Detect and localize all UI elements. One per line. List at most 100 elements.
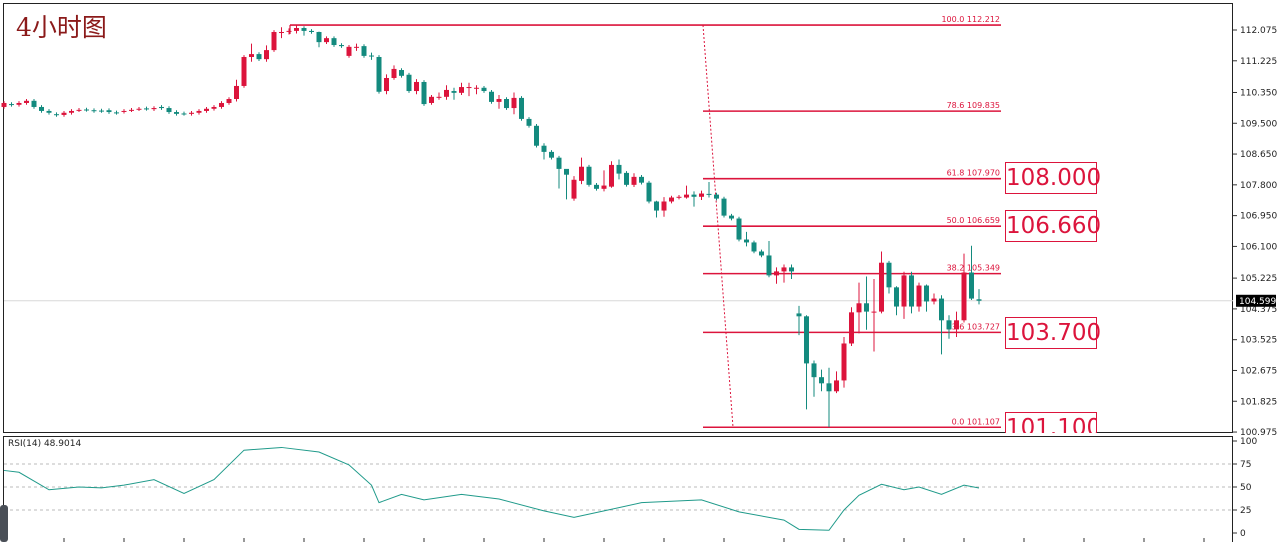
candle-body (219, 102, 224, 107)
candle-body (31, 100, 37, 107)
candle-body (76, 109, 82, 111)
rsi-y-tick-label: 75 (1240, 460, 1251, 470)
candle (324, 36, 329, 44)
candle (76, 108, 82, 113)
candle (594, 183, 599, 191)
candle-body (151, 108, 157, 110)
candle-body (961, 272, 967, 321)
fib-label-38.2: 38.2 105.349 (947, 264, 1000, 273)
candle-body (819, 377, 824, 384)
candle-body (301, 28, 307, 31)
candle (391, 65, 397, 80)
candle-body (639, 176, 644, 183)
candle-body (691, 194, 697, 197)
candle (399, 68, 404, 78)
candle-body (54, 114, 59, 116)
candle (744, 231, 749, 247)
candle (834, 371, 839, 394)
candle-body (534, 125, 539, 146)
candle (549, 150, 554, 160)
candle-body (646, 182, 652, 202)
candle (106, 108, 112, 114)
candle (939, 295, 944, 355)
candle (706, 181, 712, 198)
candle-body (856, 303, 862, 313)
candle-body (481, 87, 487, 92)
candle (811, 360, 817, 397)
candle-body (594, 184, 599, 189)
candle (211, 105, 217, 111)
rsi-label: RSI(14) 48.9014 (8, 439, 82, 449)
candle-body (586, 166, 592, 185)
y-tick-label: 108.650 (1240, 150, 1277, 160)
rsi-panel-frame (3, 436, 1233, 542)
candle-body (256, 54, 262, 60)
candle-body (654, 201, 659, 211)
candle-body (99, 110, 104, 112)
candle-body (384, 77, 389, 92)
candle (676, 194, 682, 200)
candle (174, 110, 179, 116)
candle (294, 25, 299, 34)
candle-body (714, 194, 719, 199)
candle (204, 106, 209, 113)
y-tick-label: 104.375 (1240, 305, 1277, 315)
candle-body (954, 320, 959, 330)
y-tick-label: 107.800 (1240, 181, 1277, 191)
candle (924, 284, 929, 312)
candle (826, 367, 832, 428)
candle (654, 200, 659, 218)
candle-body (564, 168, 569, 175)
candle-body (376, 56, 382, 92)
candle (624, 171, 629, 187)
candle (721, 196, 727, 218)
candle (46, 109, 52, 115)
candle (219, 101, 224, 109)
candle-body (601, 185, 607, 189)
candle-body (69, 110, 74, 113)
candle (129, 108, 134, 113)
y-tick-label: 112.075 (1240, 26, 1277, 36)
candle (684, 185, 689, 199)
candle-body (331, 38, 337, 46)
candle (736, 216, 742, 242)
candle-body (789, 267, 794, 272)
candle-body (841, 343, 847, 381)
candle-body (826, 383, 832, 392)
candle (361, 44, 367, 58)
candle (136, 106, 142, 111)
candle-body (1, 102, 7, 107)
candle (661, 197, 667, 217)
y-tick-label: 110.350 (1240, 88, 1277, 98)
candle-body (361, 46, 367, 56)
candle (766, 240, 772, 278)
candle (909, 271, 914, 314)
candle-body (211, 106, 217, 109)
candle (286, 28, 292, 35)
candle (474, 85, 479, 95)
candle (571, 176, 577, 201)
candle-body (136, 108, 142, 110)
target-box-101100: 101.100 (1005, 411, 1097, 433)
candle (849, 307, 854, 347)
candle-body (46, 110, 52, 113)
candle-body (669, 197, 674, 202)
candle (166, 106, 172, 114)
candle (481, 85, 487, 93)
candle-body (106, 110, 112, 113)
candle (181, 111, 187, 116)
candle-body (811, 363, 817, 378)
candle (151, 106, 157, 111)
candle-body (84, 109, 89, 111)
candle (331, 36, 337, 47)
candle (121, 109, 127, 114)
scrollbar-handle[interactable] (0, 505, 8, 542)
candle (511, 92, 517, 115)
candle (601, 170, 607, 192)
candle-body (429, 96, 434, 103)
target-box-106660: 106.660 (1005, 210, 1101, 243)
candle (631, 173, 637, 188)
candle-body (579, 166, 584, 181)
candle-body (931, 298, 937, 302)
candle-body (804, 316, 809, 364)
